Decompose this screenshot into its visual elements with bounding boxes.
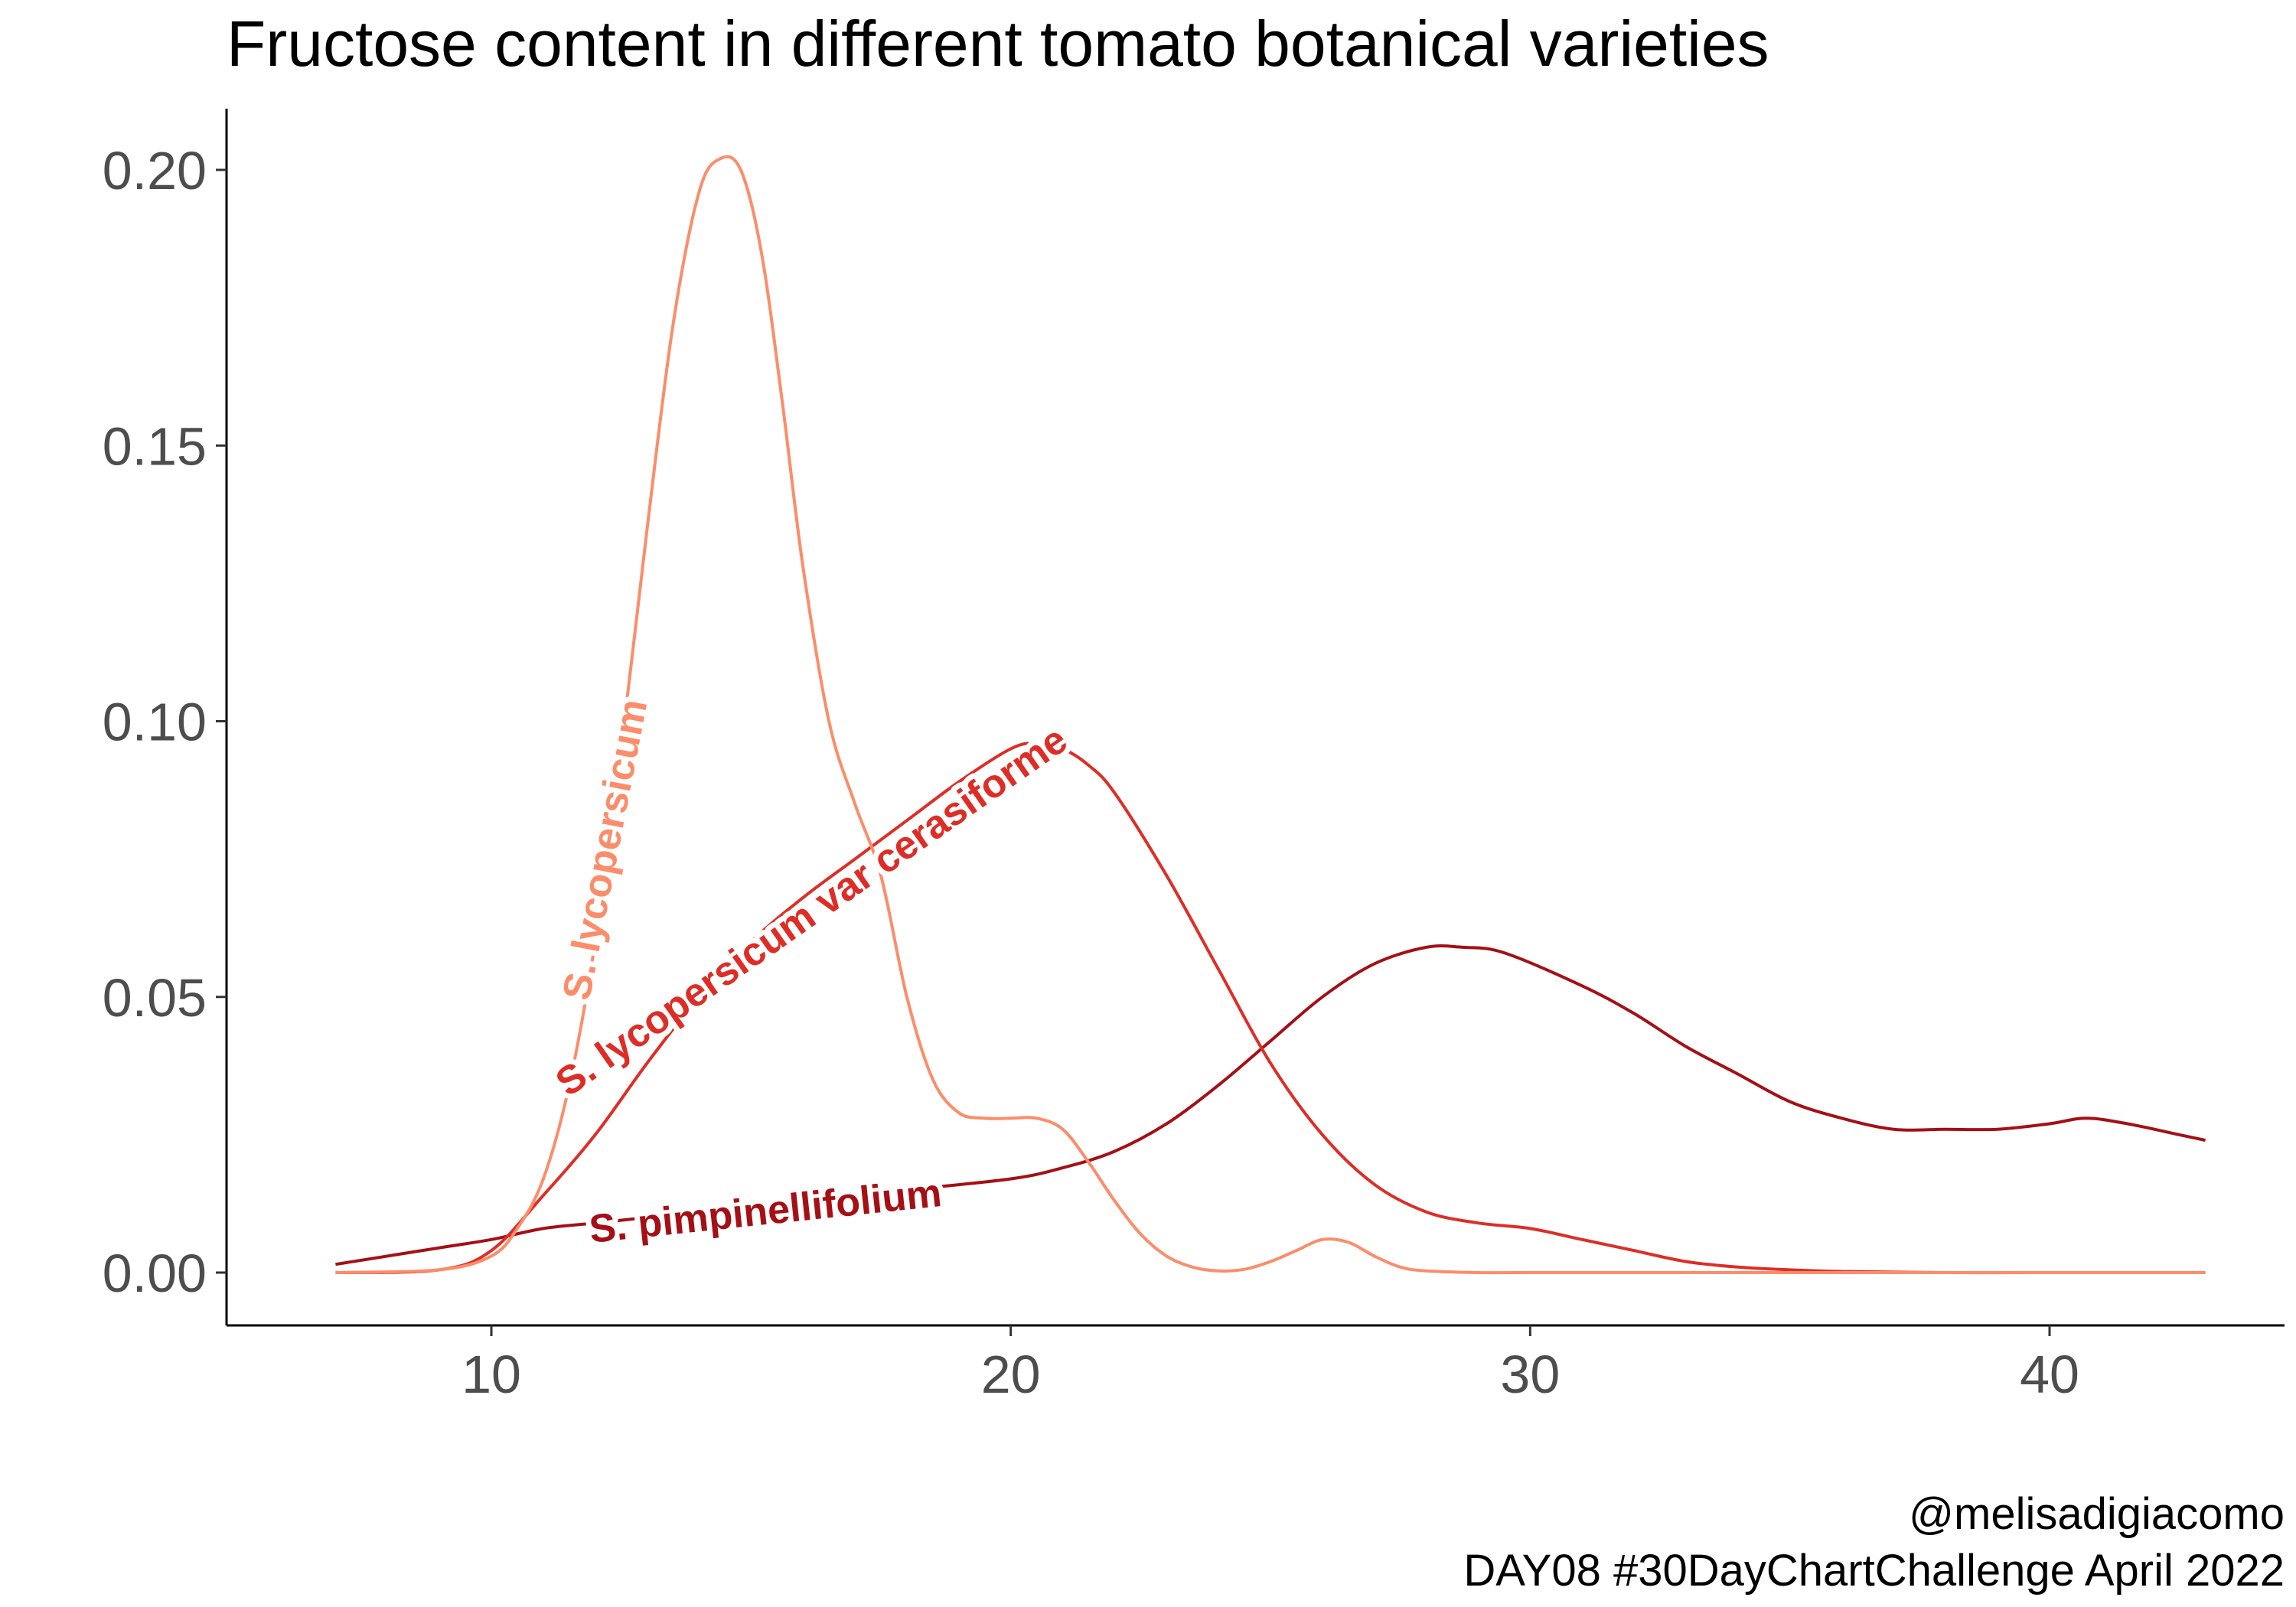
y-tick-label: 0.00 — [103, 1244, 207, 1303]
y-axis-ticks: 0.00 0.05 0.10 0.15 0.20 — [103, 141, 227, 1303]
caption-challenge: DAY08 #30DayChartChallenge April 2022 — [1463, 1546, 2285, 1596]
series-label-text: S. pimpinellifolium — [587, 1171, 944, 1252]
y-tick-label: 0.15 — [103, 416, 207, 476]
x-axis-ticks: 10 20 30 40 — [461, 1325, 2079, 1404]
series-curve-cerasiforme — [335, 742, 2206, 1275]
series-label-text: S. lycopersicum — [554, 696, 656, 1004]
x-tick-label: 20 — [981, 1345, 1041, 1404]
caption-author: @melisadigiacomo — [1909, 1489, 2285, 1539]
x-tick-label: 10 — [461, 1345, 521, 1404]
chart-title: Fructose content in different tomato bot… — [227, 8, 1769, 80]
y-tick-label: 0.10 — [103, 693, 207, 752]
x-tick-label: 40 — [2020, 1345, 2079, 1404]
density-curves — [335, 155, 2206, 1275]
series-curve-pimpinellifolium — [335, 944, 2206, 1266]
series-curve-lycopersicum — [335, 155, 2206, 1275]
y-tick-label: 0.05 — [103, 968, 207, 1028]
y-tick-label: 0.20 — [103, 141, 207, 200]
x-tick-label: 30 — [1500, 1345, 1560, 1404]
plot-area: 0.00 0.05 0.10 0.15 0.20 10 20 30 40 S. lycoper… — [103, 109, 2285, 1404]
